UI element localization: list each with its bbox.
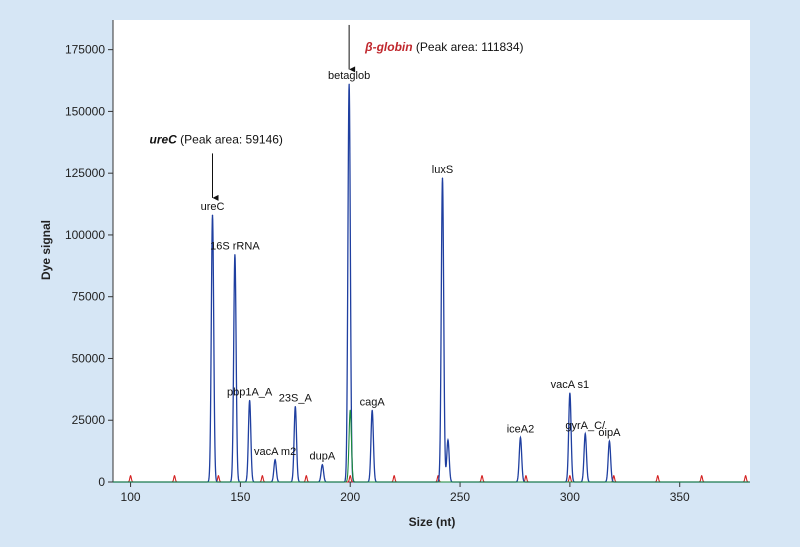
peak-point (613, 475, 615, 477)
x-tick-label: 200 (340, 490, 360, 504)
y-tick-label: 125000 (65, 166, 105, 180)
peak-label: pbp1A_A (227, 386, 273, 398)
x-tick-label: 250 (450, 490, 470, 504)
peak-label: luxS (432, 164, 453, 176)
peak-point (321, 464, 323, 466)
peak-point (294, 406, 296, 408)
peak-point (173, 475, 176, 477)
annotations: ureC (Peak area: 59146) β-globin (Peak ar… (150, 24, 524, 201)
peak-point (211, 214, 214, 216)
x-tick-label: 100 (121, 490, 141, 504)
x-tick-label: 300 (560, 490, 580, 504)
peak-point (349, 475, 351, 477)
peak-label: iceA2 (507, 424, 535, 436)
annotation-peak-area: (Peak area: 111834) (413, 40, 524, 54)
annotation-peak-area: (Peak area: 59146) (177, 132, 283, 146)
annotation-gene: β-globin (364, 40, 412, 54)
x-tick-label: 350 (670, 490, 690, 504)
peak-point (657, 475, 659, 477)
y-tick-label: 75000 (72, 290, 106, 304)
peak-point (701, 475, 703, 477)
peak-point (447, 439, 449, 441)
peak-label: 16S rRNA (210, 241, 260, 253)
y-axis: 0 25000 50000 75000 100000 125000 150000 175000 (65, 20, 114, 489)
y-tick-label: 50000 (72, 351, 106, 365)
peak-point (569, 475, 571, 477)
peak-point (261, 475, 263, 477)
y-tick-label: 100000 (65, 228, 105, 242)
peak-point (274, 459, 276, 461)
y-tick-label: 175000 (65, 43, 105, 57)
peak-label: betaglob (328, 70, 370, 82)
peak-point (348, 83, 350, 85)
peak-point (305, 475, 307, 477)
peak-label: cagA (360, 396, 386, 408)
peak-point (349, 409, 351, 411)
peak-point (441, 177, 444, 179)
peak-label: vacA s1 (551, 379, 590, 391)
peak-labels: ureC 16S rRNA pbp1A_A vacA m2 23S_A dupA betag… (201, 70, 622, 462)
peak-point (234, 254, 236, 256)
peak-point (525, 475, 527, 477)
annotation-gene: ureC (150, 132, 178, 146)
y-tick-label: 150000 (65, 104, 105, 118)
x-tick-label: 150 (230, 490, 250, 504)
peak-point (249, 399, 251, 402)
peak-label: ureC (201, 201, 225, 213)
peak-point (437, 475, 439, 477)
peak-label: oipA (598, 427, 621, 439)
peak-label: gyrA_C/ (565, 420, 606, 432)
peak-point (129, 475, 132, 477)
y-tick-label: 0 (98, 475, 105, 489)
traces (113, 83, 750, 483)
peak-point (569, 392, 571, 394)
annotation-text: β-globin (Peak area: 111834) (364, 40, 523, 54)
peak-point (371, 409, 373, 411)
peak-point (584, 433, 586, 435)
peak-point (519, 436, 522, 439)
plot-area (113, 20, 750, 482)
peak-label: 23S_A (279, 393, 313, 405)
peak-point (745, 475, 747, 477)
peak-point (481, 475, 483, 477)
series-trace-1 (113, 410, 750, 483)
y-tick-label: 25000 (72, 413, 106, 427)
x-axis-label: Size (nt) (409, 515, 456, 529)
peak-point (217, 475, 220, 477)
peak-label: vacA m2 (254, 446, 296, 458)
peak-label: dupA (309, 451, 335, 463)
peak-point (608, 440, 611, 442)
y-axis-label: Dye signal (39, 220, 53, 280)
peak-point (393, 475, 395, 477)
annotation-text: ureC (Peak area: 59146) (150, 132, 283, 146)
